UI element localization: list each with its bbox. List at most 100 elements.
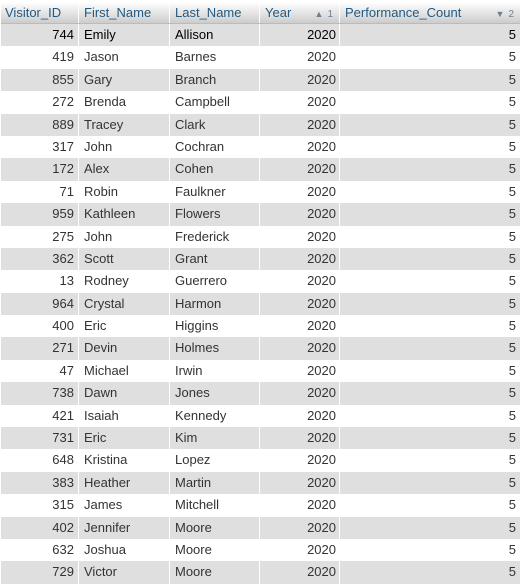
cell-last-name: Kim <box>170 427 260 450</box>
cell-performance-count: 5 <box>508 564 516 580</box>
table-row[interactable]: 71 Robin Faulkner 2020 5 <box>1 180 520 204</box>
cell-last-name: Moore <box>170 538 260 562</box>
cell-performance-count: 5 <box>508 318 516 334</box>
cell-performance-count: 5 <box>508 228 516 244</box>
table-row[interactable]: 13 Rodney Guerrero 2020 5 <box>1 270 520 293</box>
cell-year: 2020 <box>260 180 340 204</box>
cell-last-name: Faulkner <box>170 180 260 204</box>
sort-descending-icon: ▼ <box>495 9 505 19</box>
cell-performance-count: 5 <box>508 183 516 199</box>
cell-performance-count: 5 <box>508 206 516 222</box>
cell-year: 2020 <box>260 382 340 405</box>
table-row[interactable]: 731 Eric Kim 2020 5 <box>1 427 520 450</box>
table-row[interactable]: 47 Michael Irwin 2020 5 <box>1 359 520 383</box>
table-row[interactable]: 964 Crystal Harmon 2020 5 <box>1 292 520 316</box>
column-header-visitor-id[interactable]: Visitor_ID <box>1 2 79 23</box>
table-row[interactable]: 421 Isaiah Kennedy 2020 5 <box>1 404 520 428</box>
cell-year: 2020 <box>260 449 340 472</box>
cell-first-name: Devin <box>79 337 170 360</box>
column-header-first-name[interactable]: First_Name <box>79 2 170 23</box>
table-row[interactable]: 272 Brenda Campbell 2020 5 <box>1 91 520 114</box>
table-row[interactable]: 855 Gary Branch 2020 5 <box>1 68 520 92</box>
cell-first-name: Scott <box>79 247 170 271</box>
column-header-label[interactable]: Performance_Count <box>345 5 462 20</box>
table-row[interactable]: 315 James Mitchell 2020 5 <box>1 494 520 517</box>
cell-last-name: Mitchell <box>170 494 260 517</box>
table-row[interactable]: 172 Alex Cohen 2020 5 <box>1 158 520 181</box>
sort-ascending-icon: ▲ <box>314 9 324 19</box>
cell-visitor-id: 648 <box>1 449 79 472</box>
cell-visitor-id: 729 <box>1 561 79 584</box>
cell-first-name: Alex <box>79 158 170 181</box>
table-row[interactable]: 419 Jason Barnes 2020 5 <box>1 46 520 69</box>
cell-year: 2020 <box>260 516 340 539</box>
cell-visitor-id: 315 <box>1 494 79 517</box>
cell-visitor-id: 272 <box>1 91 79 114</box>
column-header-last-name[interactable]: Last_Name <box>170 2 260 23</box>
cell-last-name: Grant <box>170 247 260 271</box>
cell-visitor-id: 271 <box>1 337 79 360</box>
table-row[interactable]: 317 John Cochran 2020 5 <box>1 135 520 159</box>
cell-performance-count: 5 <box>508 340 516 356</box>
cell-last-name: Flowers <box>170 203 260 226</box>
cell-last-name: Kennedy <box>170 404 260 428</box>
cell-year: 2020 <box>260 561 340 584</box>
cell-year: 2020 <box>260 113 340 136</box>
column-header-performance-count[interactable]: Performance_Count ▼ 2 <box>340 2 520 23</box>
column-header-label[interactable]: Year <box>265 5 292 20</box>
table-row[interactable]: 362 Scott Grant 2020 5 <box>1 247 520 271</box>
cell-first-name: John <box>79 225 170 248</box>
cell-first-name: Crystal <box>79 292 170 316</box>
table-row[interactable]: 744 Emily Allison 2020 5 <box>1 24 520 47</box>
table-row[interactable]: 648 Kristina Lopez 2020 5 <box>1 449 520 472</box>
cell-first-name: Rodney <box>79 270 170 293</box>
cell-performance-count: 5 <box>508 94 516 110</box>
cell-first-name: Eric <box>79 315 170 338</box>
cell-performance-count: 5 <box>508 385 516 401</box>
cell-visitor-id: 317 <box>1 135 79 159</box>
column-header-label[interactable]: First_Name <box>84 5 152 20</box>
table-row[interactable]: 738 Dawn Jones 2020 5 <box>1 382 520 405</box>
cell-last-name: Higgins <box>170 315 260 338</box>
cell-visitor-id: 383 <box>1 471 79 495</box>
cell-performance-count: 5 <box>508 519 516 535</box>
table-body: 744 Emily Allison 2020 5 419 Jason Barnes 2020 5 8… <box>1 24 520 584</box>
sort-order-number: 1 <box>327 9 333 20</box>
cell-performance-count: 5 <box>508 430 516 446</box>
table-row[interactable]: 959 Kathleen Flowers 2020 5 <box>1 203 520 226</box>
cell-first-name: Michael <box>79 359 170 383</box>
cell-visitor-id: 400 <box>1 315 79 338</box>
table-row[interactable]: 889 Tracey Clark 2020 5 <box>1 113 520 136</box>
column-header-year[interactable]: Year ▲ 1 <box>260 2 340 23</box>
column-header-label[interactable]: Visitor_ID <box>5 5 62 20</box>
table-row[interactable]: 729 Victor Moore 2020 5 <box>1 561 520 584</box>
cell-year: 2020 <box>260 359 340 383</box>
cell-year: 2020 <box>260 91 340 114</box>
cell-first-name: Isaiah <box>79 404 170 428</box>
table-row[interactable]: 275 John Frederick 2020 5 <box>1 225 520 248</box>
cell-last-name: Cohen <box>170 158 260 181</box>
column-header-label[interactable]: Last_Name <box>175 5 242 20</box>
cell-visitor-id: 632 <box>1 538 79 562</box>
cell-visitor-id: 855 <box>1 68 79 92</box>
cell-first-name: Emily <box>79 24 170 47</box>
cell-last-name: Clark <box>170 113 260 136</box>
cell-first-name: Dawn <box>79 382 170 405</box>
table-row[interactable]: 271 Devin Holmes 2020 5 <box>1 337 520 360</box>
table-row[interactable]: 383 Heather Martin 2020 5 <box>1 471 520 495</box>
cell-first-name: Eric <box>79 427 170 450</box>
table-row[interactable]: 632 Joshua Moore 2020 5 <box>1 538 520 562</box>
cell-year: 2020 <box>260 404 340 428</box>
table-row[interactable]: 400 Eric Higgins 2020 5 <box>1 315 520 338</box>
cell-performance-count: 5 <box>508 474 516 490</box>
cell-year: 2020 <box>260 494 340 517</box>
cell-performance-count: 5 <box>508 161 516 177</box>
cell-visitor-id: 362 <box>1 247 79 271</box>
cell-last-name: Campbell <box>170 91 260 114</box>
cell-last-name: Jones <box>170 382 260 405</box>
cell-first-name: Brenda <box>79 91 170 114</box>
table-row[interactable]: 402 Jennifer Moore 2020 5 <box>1 516 520 539</box>
cell-year: 2020 <box>260 225 340 248</box>
cell-last-name: Holmes <box>170 337 260 360</box>
